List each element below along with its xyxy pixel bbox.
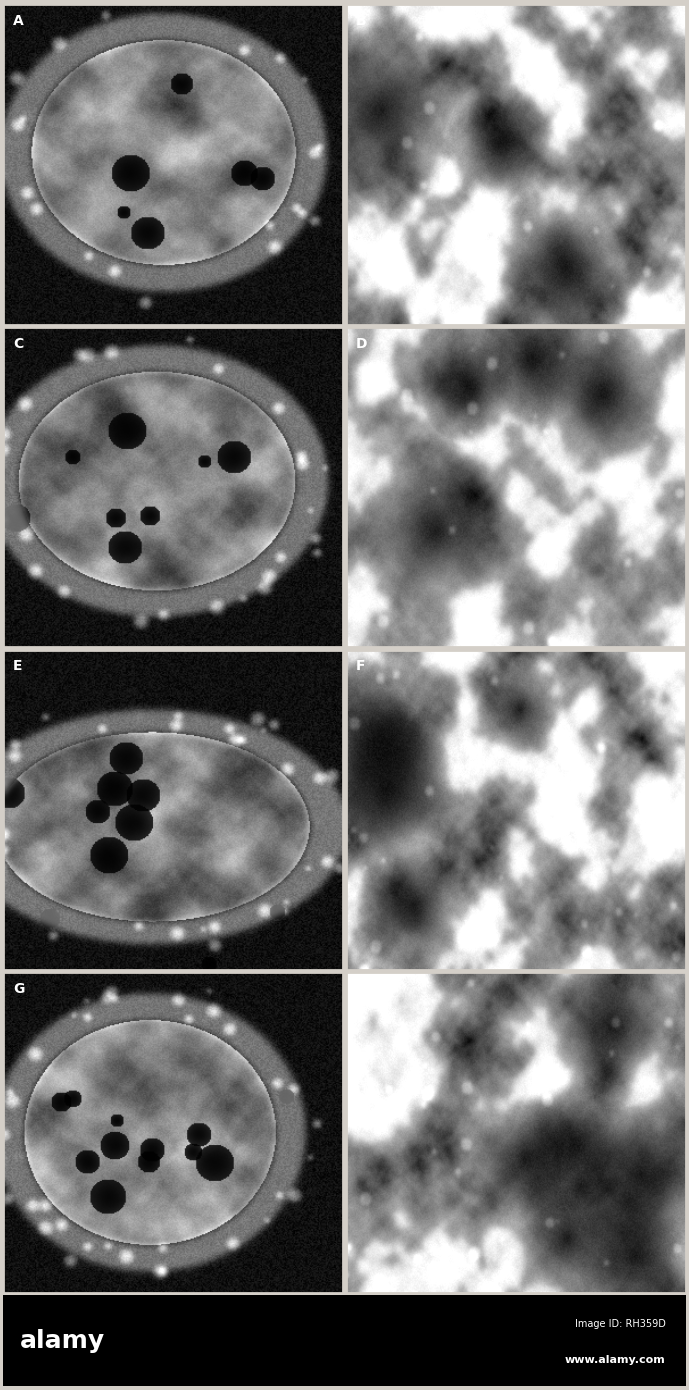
Text: E: E bbox=[13, 659, 23, 673]
Text: D: D bbox=[356, 336, 367, 350]
Text: Image ID: RH359D: Image ID: RH359D bbox=[575, 1319, 666, 1329]
Text: alamy: alamy bbox=[20, 1329, 105, 1352]
Text: www.alamy.com: www.alamy.com bbox=[565, 1355, 666, 1365]
Text: A: A bbox=[13, 14, 23, 28]
Text: H: H bbox=[356, 983, 368, 997]
Text: C: C bbox=[13, 336, 23, 350]
Text: G: G bbox=[13, 983, 24, 997]
Text: F: F bbox=[356, 659, 366, 673]
Text: B: B bbox=[356, 14, 367, 28]
